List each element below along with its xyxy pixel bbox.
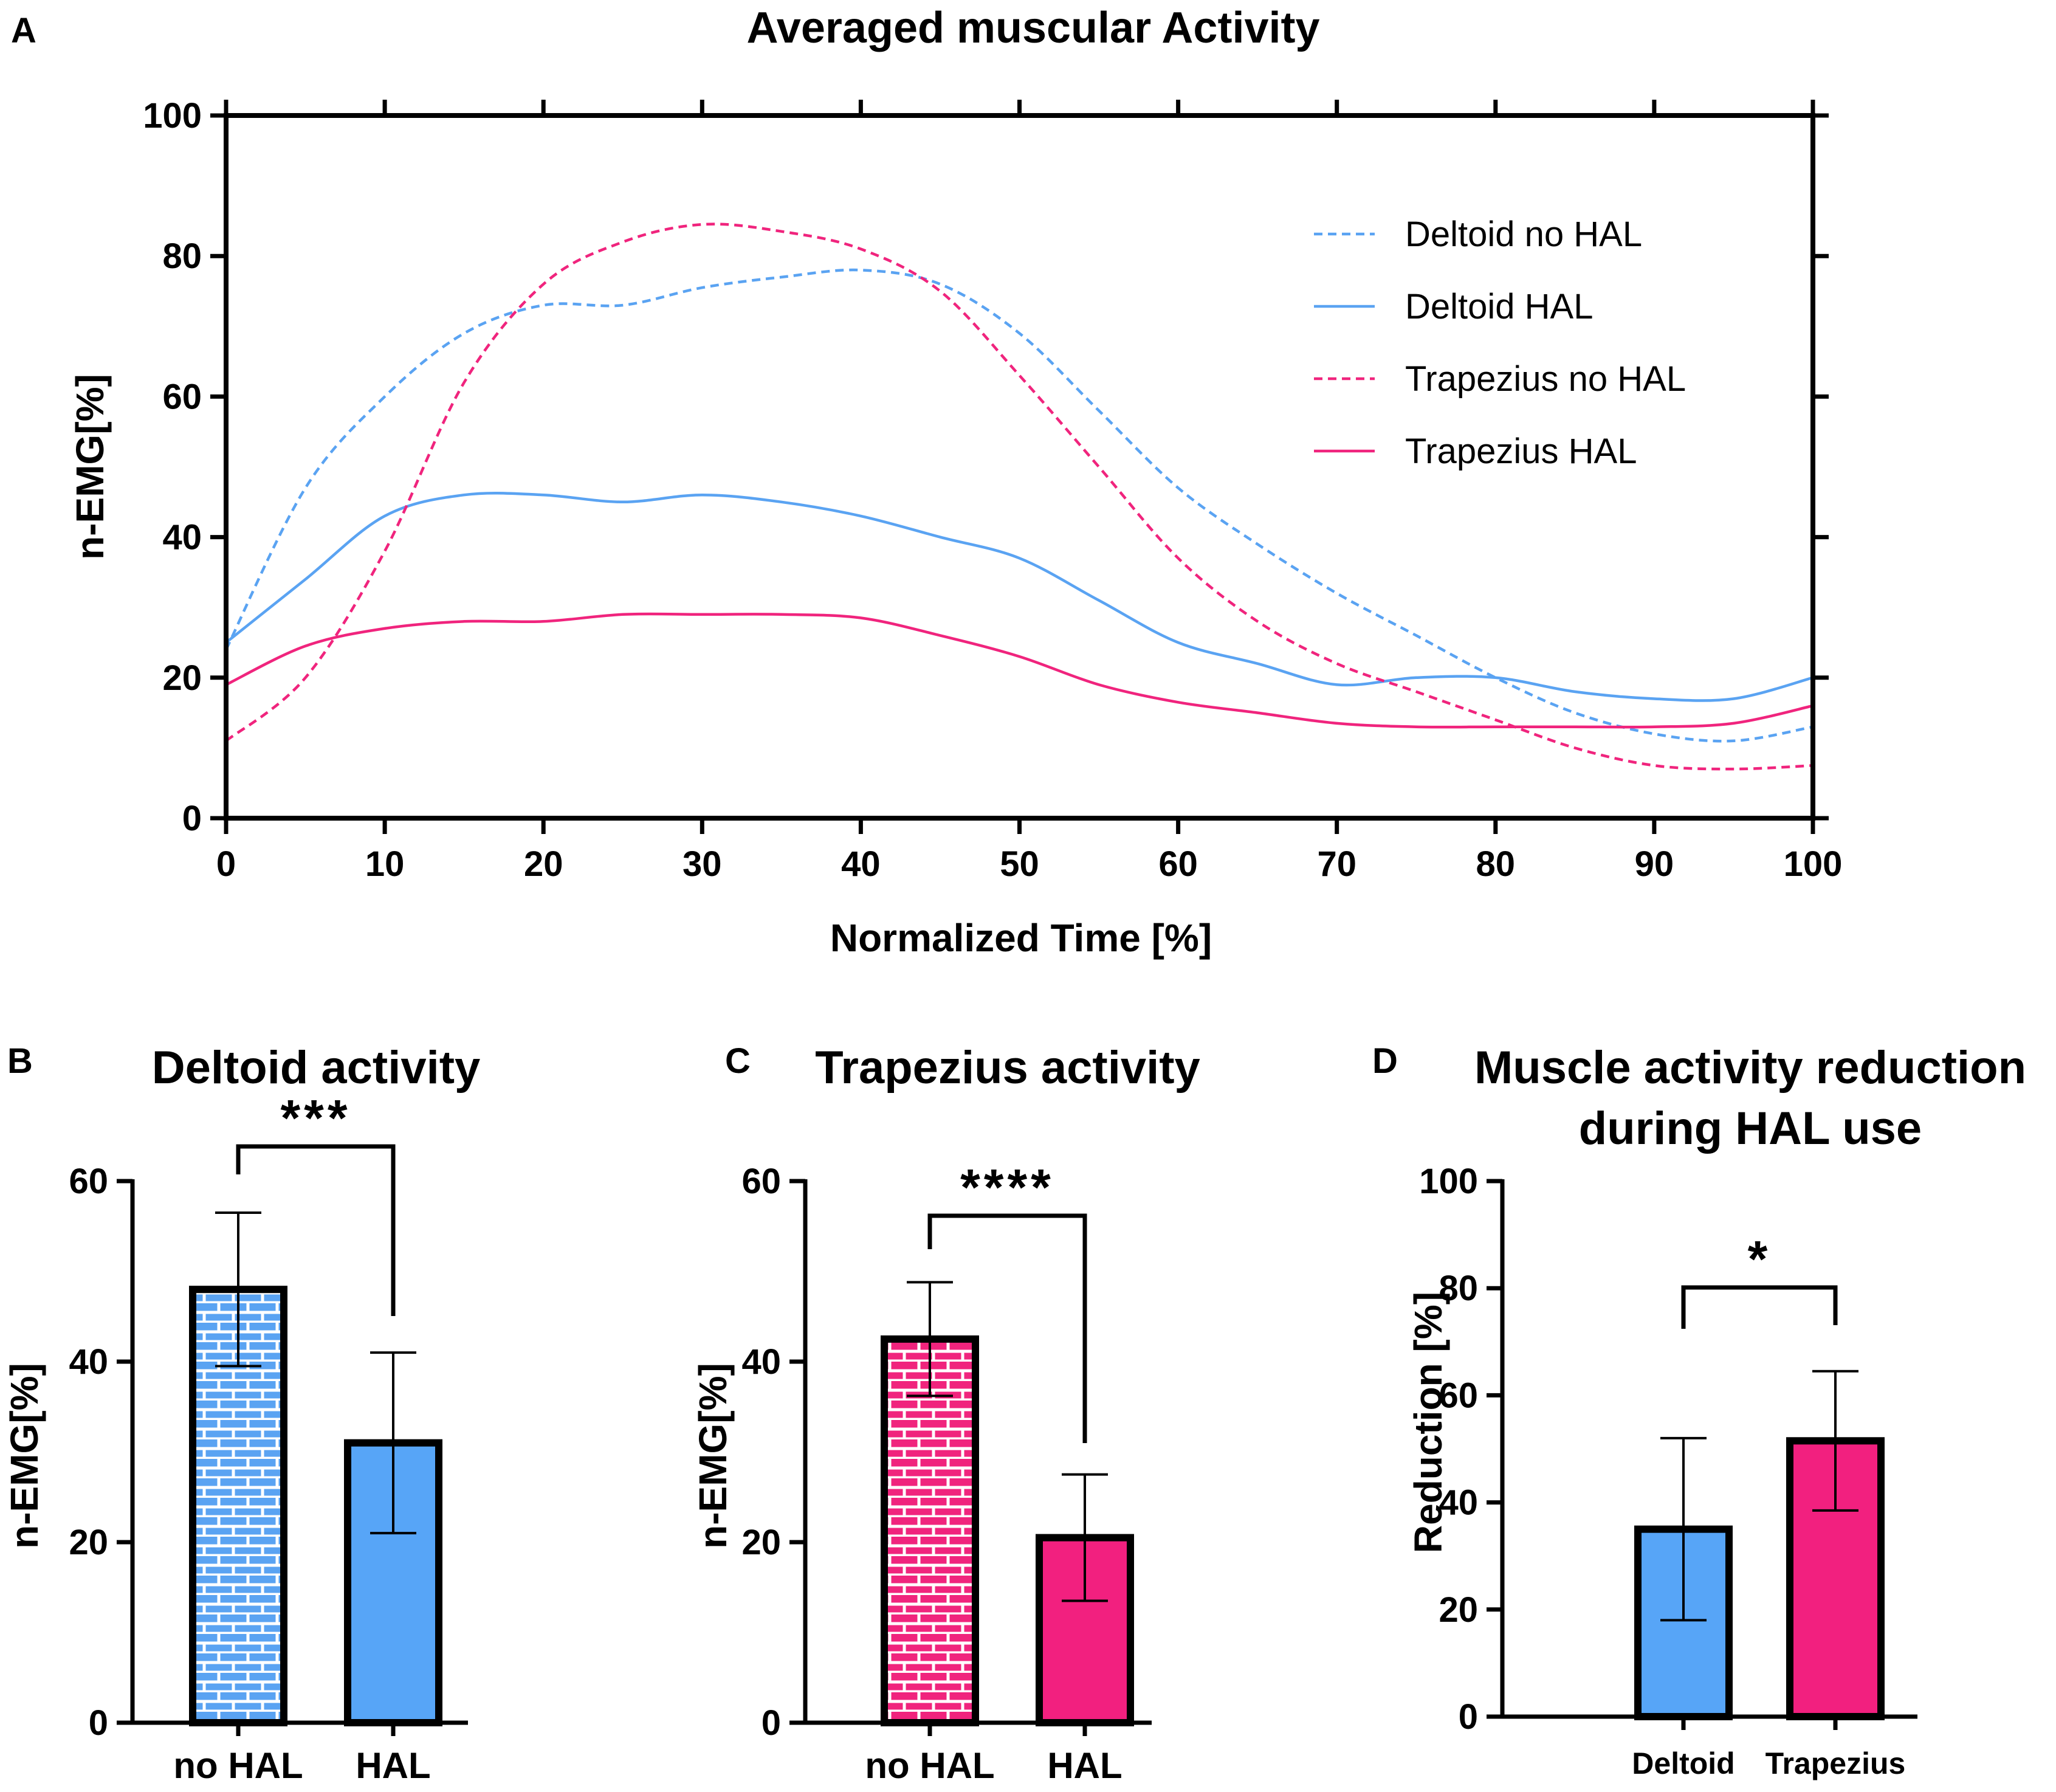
y-tick-label: 0 — [89, 1703, 108, 1743]
y-tick-label: 100 — [1419, 1162, 1478, 1201]
x-tick-label: 90 — [1635, 844, 1674, 884]
y-tick-label: 80 — [162, 236, 202, 276]
panel-a-x-ticks: 0 10 20 30 40 50 60 70 80 90 100 — [216, 100, 1843, 884]
panel-d-letter: D — [1372, 1041, 1398, 1081]
significance-stars: * — [1748, 1230, 1772, 1287]
legend-label: Deltoid no HAL — [1405, 215, 1642, 254]
significance-stars: *** — [280, 1089, 351, 1146]
panel-b-y-axis-label: n-EMG[%] — [2, 1363, 46, 1549]
y-tick-label: 40 — [741, 1342, 781, 1382]
y-tick-label: 20 — [162, 658, 202, 698]
y-tick-label: 0 — [762, 1703, 781, 1743]
y-tick-label: 80 — [1439, 1269, 1478, 1308]
panel-c: C Trapezius activity 0 20 40 60 no HAL HAL ***… — [691, 1041, 1200, 1786]
x-tick-label: 30 — [682, 844, 722, 884]
y-tick-label: 0 — [1459, 1697, 1478, 1737]
x-tick-label: HAL — [1047, 1745, 1122, 1786]
y-tick-label: 40 — [1439, 1483, 1478, 1523]
x-tick-label: 80 — [1476, 844, 1516, 884]
y-tick-label: 60 — [741, 1162, 781, 1201]
series-line-deltoid-no-hal — [224, 268, 1814, 743]
bar-no-hal — [881, 1335, 979, 1726]
significance-bracket — [1681, 1285, 1838, 1329]
panel-d-y-axis-label: Reduction [%] — [1406, 1292, 1450, 1553]
series-line-trapezius-no-hal — [225, 222, 1814, 771]
x-tick-label: 60 — [1158, 844, 1198, 884]
panel-b-letter: B — [7, 1041, 33, 1081]
y-tick-label: 40 — [69, 1342, 108, 1382]
panel-a-title: Averaged muscular Activity — [746, 4, 1319, 52]
y-tick-label: 20 — [69, 1523, 108, 1562]
x-tick-label: Deltoid — [1632, 1746, 1735, 1780]
panel-b: B Deltoid activity 0 20 40 60 no HAL HAL *** n… — [2, 1041, 480, 1786]
panel-d: D Muscle activity reduction during HAL u… — [1372, 1041, 2026, 1780]
panel-a-lines — [224, 222, 1814, 771]
panel-d-title-line-1: Muscle activity reduction — [1474, 1042, 2026, 1094]
y-tick-label: 20 — [741, 1523, 781, 1562]
series-line-deltoid-hal — [225, 491, 1814, 702]
panel-c-title: Trapezius activity — [815, 1042, 1200, 1094]
x-tick-label: 10 — [365, 844, 405, 884]
x-tick-label: 40 — [841, 844, 881, 884]
significance-stars: **** — [960, 1159, 1054, 1216]
panel-a-y-ticks: 0 20 40 60 80 100 — [143, 96, 1829, 838]
panel-a-letter: A — [11, 11, 36, 50]
panel-c-chart: 0 20 40 60 no HAL HAL **** — [741, 1159, 1152, 1786]
x-tick-label: no HAL — [173, 1745, 303, 1786]
panel-d-chart: 0 20 40 60 80 100 Deltoid Trapezius * — [1419, 1162, 1917, 1780]
y-tick-label: 60 — [1439, 1376, 1478, 1415]
legend-label: Trapezius no HAL — [1405, 359, 1686, 399]
legend-label: Trapezius HAL — [1405, 432, 1637, 471]
y-tick-label: 0 — [182, 799, 202, 838]
legend-label: Deltoid HAL — [1405, 287, 1593, 326]
y-tick-label: 60 — [69, 1162, 108, 1201]
x-tick-label: 100 — [1784, 844, 1843, 884]
panel-b-title: Deltoid activity — [152, 1042, 481, 1094]
x-tick-label: 0 — [216, 844, 236, 884]
x-tick-label: 70 — [1317, 844, 1356, 884]
y-tick-label: 100 — [143, 96, 202, 136]
x-tick-label: 50 — [1000, 844, 1039, 884]
panel-d-title-line-2: during HAL use — [1579, 1103, 1922, 1154]
x-tick-label: HAL — [356, 1745, 430, 1786]
panel-c-y-axis-label: n-EMG[%] — [691, 1363, 735, 1549]
panel-c-letter: C — [725, 1041, 751, 1081]
panel-a-y-axis-label: n-EMG[%] — [68, 374, 112, 560]
panel-a: A Averaged muscular Activity 0 10 20 30 40 50… — [11, 4, 1842, 960]
significance-bracket — [927, 1213, 1087, 1443]
series-line-trapezius-hal — [225, 612, 1814, 729]
x-tick-label: no HAL — [865, 1745, 994, 1786]
significance-bracket — [236, 1144, 396, 1316]
x-tick-label: Trapezius — [1765, 1746, 1906, 1780]
x-tick-label: 20 — [524, 844, 563, 884]
y-tick-label: 40 — [162, 518, 202, 557]
panel-b-chart: 0 20 40 60 no HAL HAL *** — [69, 1089, 468, 1786]
panel-a-x-axis-label: Normalized Time [%] — [830, 916, 1212, 960]
y-tick-label: 20 — [1439, 1590, 1478, 1630]
y-tick-label: 60 — [162, 377, 202, 416]
panel-a-legend: Deltoid no HAL Deltoid HAL Trapezius no HA… — [1314, 215, 1686, 471]
